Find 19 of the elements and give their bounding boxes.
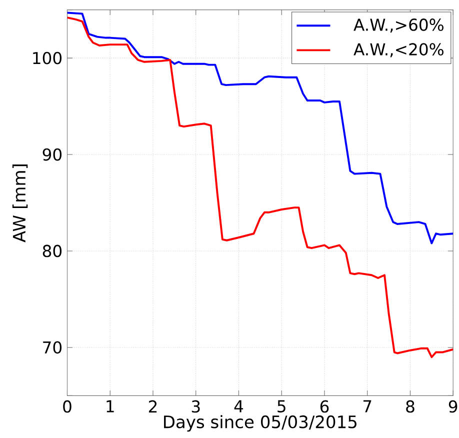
x-tick-label: 7 [363, 400, 372, 412]
line-series [67, 16, 454, 358]
x-tick-label: 0 [63, 400, 72, 413]
y-tick-label: 80 [42, 244, 62, 258]
legend-label: A.W.,<20% [354, 43, 444, 58]
x-tick-label: 6 [320, 400, 329, 413]
y-axis-title: AW [mm] [12, 164, 28, 242]
x-tick-label: 2 [148, 400, 157, 413]
x-tick-label: 5 [278, 400, 286, 413]
x-tick-label: 3 [192, 400, 200, 413]
x-axis-title: Days since 05/03/2015 [164, 415, 356, 432]
y-tick-label: 70 [43, 341, 62, 354]
x-tick-label: 8 [406, 400, 414, 413]
x-tick-label: 1 [106, 400, 114, 412]
legend-label: A.W.,>60% [354, 18, 444, 33]
x-tick-label: 4 [234, 400, 244, 412]
y-tick-label: 100 [33, 52, 62, 64]
x-tick-label: 9 [448, 400, 458, 413]
y-tick-label: 90 [42, 148, 62, 161]
